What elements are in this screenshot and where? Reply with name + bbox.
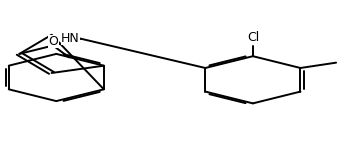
Text: HN: HN: [61, 32, 80, 45]
Text: O: O: [49, 35, 58, 48]
Text: Cl: Cl: [247, 31, 259, 44]
